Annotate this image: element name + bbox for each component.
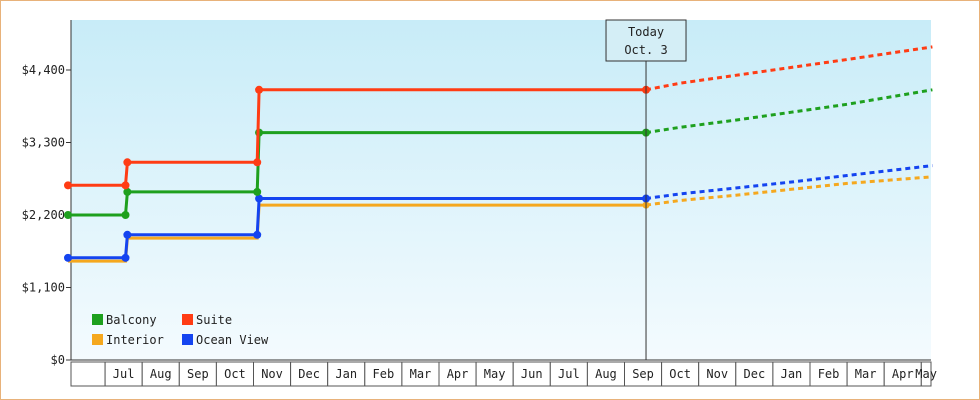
legend-swatch-interior: [92, 334, 103, 345]
x-tick-label: Mar: [410, 367, 432, 381]
data-point-balcony: [253, 187, 262, 196]
data-point-suite: [121, 181, 130, 190]
data-point-ocean-view: [64, 253, 72, 262]
x-tick-label: Jan: [781, 367, 803, 381]
y-tick-label: $2,200: [22, 208, 65, 222]
data-point-ocean-view: [253, 230, 262, 239]
month-box: [512, 361, 551, 387]
y-tick-label: $0: [51, 353, 65, 367]
series-line-balcony: [68, 131, 646, 217]
legend-swatch-suite: [182, 314, 193, 325]
today-date: Oct. 3: [624, 43, 667, 57]
month-box: [920, 361, 932, 387]
today-label: Today: [628, 25, 664, 39]
legend-label-suite: Suite: [196, 313, 232, 327]
series-line-ocean-view: [68, 197, 646, 260]
legend-label-ocean-view: Ocean View: [196, 333, 269, 347]
y-tick-label: $4,400: [22, 63, 65, 77]
series-forecast-ocean-view: [645, 164, 933, 200]
x-tick-label: Feb: [818, 367, 840, 381]
month-box: [141, 361, 180, 387]
legend-label-balcony: Balcony: [106, 313, 157, 327]
month-box: [661, 361, 700, 387]
plot-background: [71, 20, 931, 360]
data-point-ocean-view: [121, 253, 130, 262]
x-tick-label: Nov: [706, 367, 728, 381]
month-box: [549, 361, 588, 387]
x-tick-label: May: [484, 367, 506, 381]
x-tick-label: Dec: [744, 367, 766, 381]
x-tick-label: May: [915, 367, 937, 381]
month-box: [215, 361, 254, 387]
data-point-balcony: [123, 187, 132, 196]
x-tick-label: Oct: [669, 367, 691, 381]
data-point-ocean-view: [255, 194, 264, 203]
data-point-balcony: [64, 211, 72, 219]
month-box: [772, 361, 811, 387]
month-box: [624, 361, 663, 387]
data-point-ocean-view: [123, 230, 132, 239]
x-tick-label: Aug: [150, 367, 172, 381]
data-point-suite: [255, 85, 264, 94]
x-tick-label: Apr: [892, 367, 914, 381]
x-tick-label: Jan: [335, 367, 357, 381]
x-tick-label: Sep: [632, 367, 654, 381]
x-tick-label: Mar: [855, 367, 877, 381]
month-box: [70, 361, 106, 387]
legend-label-interior: Interior: [106, 333, 164, 347]
series-line-interior: [68, 203, 646, 263]
series-line-suite: [68, 88, 646, 187]
x-tick-label: Sep: [187, 367, 209, 381]
data-point-suite: [64, 181, 72, 190]
data-point-balcony: [121, 211, 130, 219]
series-forecast-suite: [645, 45, 933, 92]
x-tick-label: Nov: [261, 367, 283, 381]
x-tick-label: Oct: [224, 367, 246, 381]
month-box: [327, 361, 366, 387]
x-tick-label: Apr: [447, 367, 469, 381]
month-box: [475, 361, 514, 387]
month-box: [104, 361, 143, 387]
data-point-suite: [123, 158, 132, 167]
x-tick-label: Jul: [558, 367, 580, 381]
month-box: [809, 361, 848, 387]
series-forecast-balcony: [645, 88, 933, 135]
month-box: [883, 361, 922, 387]
month-box: [735, 361, 774, 387]
data-point-suite: [253, 158, 262, 167]
y-tick-label: $1,100: [22, 281, 65, 295]
x-tick-label: Feb: [373, 367, 395, 381]
month-box: [401, 361, 440, 387]
month-box: [364, 361, 403, 387]
x-tick-label: Aug: [595, 367, 617, 381]
x-tick-label: Jul: [113, 367, 135, 381]
series-forecast-interior: [645, 175, 933, 207]
legend-swatch-balcony: [92, 314, 103, 325]
x-tick-label: Dec: [298, 367, 320, 381]
month-box: [253, 361, 292, 387]
today-box: [605, 19, 687, 62]
month-box: [290, 361, 329, 387]
x-tick-label: Jun: [521, 367, 543, 381]
y-tick-label: $3,300: [22, 136, 65, 150]
legend-swatch-ocean-view: [182, 334, 193, 345]
month-box: [846, 361, 885, 387]
